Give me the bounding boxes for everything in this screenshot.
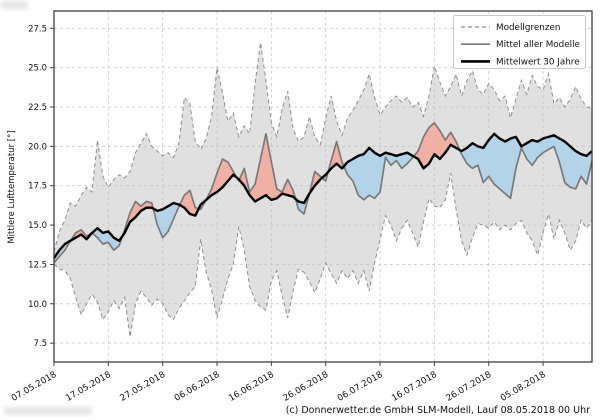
y-tick-label: 7.5	[33, 339, 47, 349]
legend-label: Modellgrenzen	[496, 23, 560, 33]
y-tick-label: 10.0	[28, 300, 47, 310]
data-lines	[53, 42, 593, 337]
model-mean-line	[53, 121, 593, 264]
y-axis-label: Mittlere Lufttemperatur [°]	[7, 130, 17, 243]
x-tick-label: 16.06.2018	[227, 370, 276, 404]
warmer-than-normal-area	[206, 159, 237, 200]
x-tick-label: 06.07.2018	[336, 370, 385, 404]
chart-legend: Modellgrenzen Mittel aller Modelle Mittelw…	[453, 15, 586, 69]
copyright-text: (c) Donnerwetter.de GmbH SLM-Modell, Lau…	[286, 405, 590, 416]
watermark-remnant-top	[1, 1, 28, 9]
legend-label: Mittelwert 30 Jahre	[496, 57, 580, 67]
y-tick-label: 15.0	[28, 221, 47, 231]
colder-than-normal-area	[92, 228, 123, 251]
x-tick-label: 27.05.2018	[119, 370, 168, 404]
colder-than-normal-area	[343, 147, 414, 200]
y-tick-label: 12.5	[28, 260, 47, 270]
y-tick-label: 27.5	[28, 24, 47, 34]
legend-label: Mittel aller Modelle	[496, 40, 580, 50]
x-tick-label: 06.06.2018	[173, 370, 222, 404]
x-tick-label: 26.06.2018	[282, 370, 331, 404]
x-tick-label: 17.05.2018	[64, 370, 113, 404]
watermark-remnant-bottom	[4, 407, 92, 415]
warmer-than-normal-area	[328, 141, 344, 172]
y-tick-label: 20.0	[28, 142, 47, 152]
x-tick-label: 26.07.2018	[445, 370, 494, 404]
y-tick-label: 17.5	[28, 182, 47, 192]
plot-frame	[53, 10, 593, 363]
x-tick-label: 16.07.2018	[390, 370, 439, 404]
lower-model-bound-line	[53, 173, 593, 337]
legend-box	[453, 15, 586, 69]
model-spread-area	[54, 42, 592, 337]
warmer-than-normal-area	[239, 133, 296, 202]
x-tick-label: 05.08.2018	[499, 370, 548, 404]
y-tick-label: 25.0	[28, 64, 47, 74]
axes	[50, 10, 593, 366]
upper-model-bound-line	[53, 42, 593, 252]
model-spread-band	[54, 42, 592, 337]
x-tick-label: 07.05.2018	[10, 370, 59, 404]
y-tick-label: 22.5	[28, 103, 47, 113]
climate-mean-line	[53, 132, 593, 259]
